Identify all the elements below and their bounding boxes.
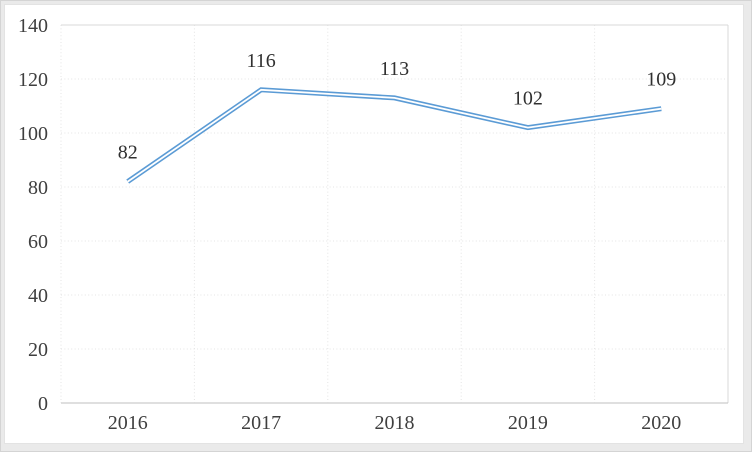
y-axis-tick-label: 140	[18, 15, 48, 37]
series-line-outer	[126, 87, 662, 184]
chart-canvas	[4, 4, 744, 444]
x-axis-tick-label: 2018	[375, 412, 415, 434]
y-axis-tick-label: 120	[18, 69, 48, 91]
data-label: 116	[246, 50, 275, 72]
data-label: 102	[513, 88, 543, 110]
x-axis-tick-label: 2020	[641, 412, 681, 434]
data-label: 82	[118, 142, 138, 164]
y-axis-tick-label: 20	[28, 339, 48, 361]
y-axis-tick-label: 0	[38, 393, 48, 415]
series-line-gap	[127, 88, 662, 183]
y-axis-tick-label: 100	[18, 123, 48, 145]
data-label: 113	[380, 58, 409, 80]
y-axis-tick-label: 40	[28, 285, 48, 307]
x-axis-tick-label: 2016	[108, 412, 148, 434]
x-axis-tick-label: 2019	[508, 412, 548, 434]
y-axis-tick-label: 60	[28, 231, 48, 253]
x-axis-tick-label: 2017	[241, 412, 281, 434]
data-label: 109	[646, 69, 676, 91]
y-axis-tick-label: 80	[28, 177, 48, 199]
